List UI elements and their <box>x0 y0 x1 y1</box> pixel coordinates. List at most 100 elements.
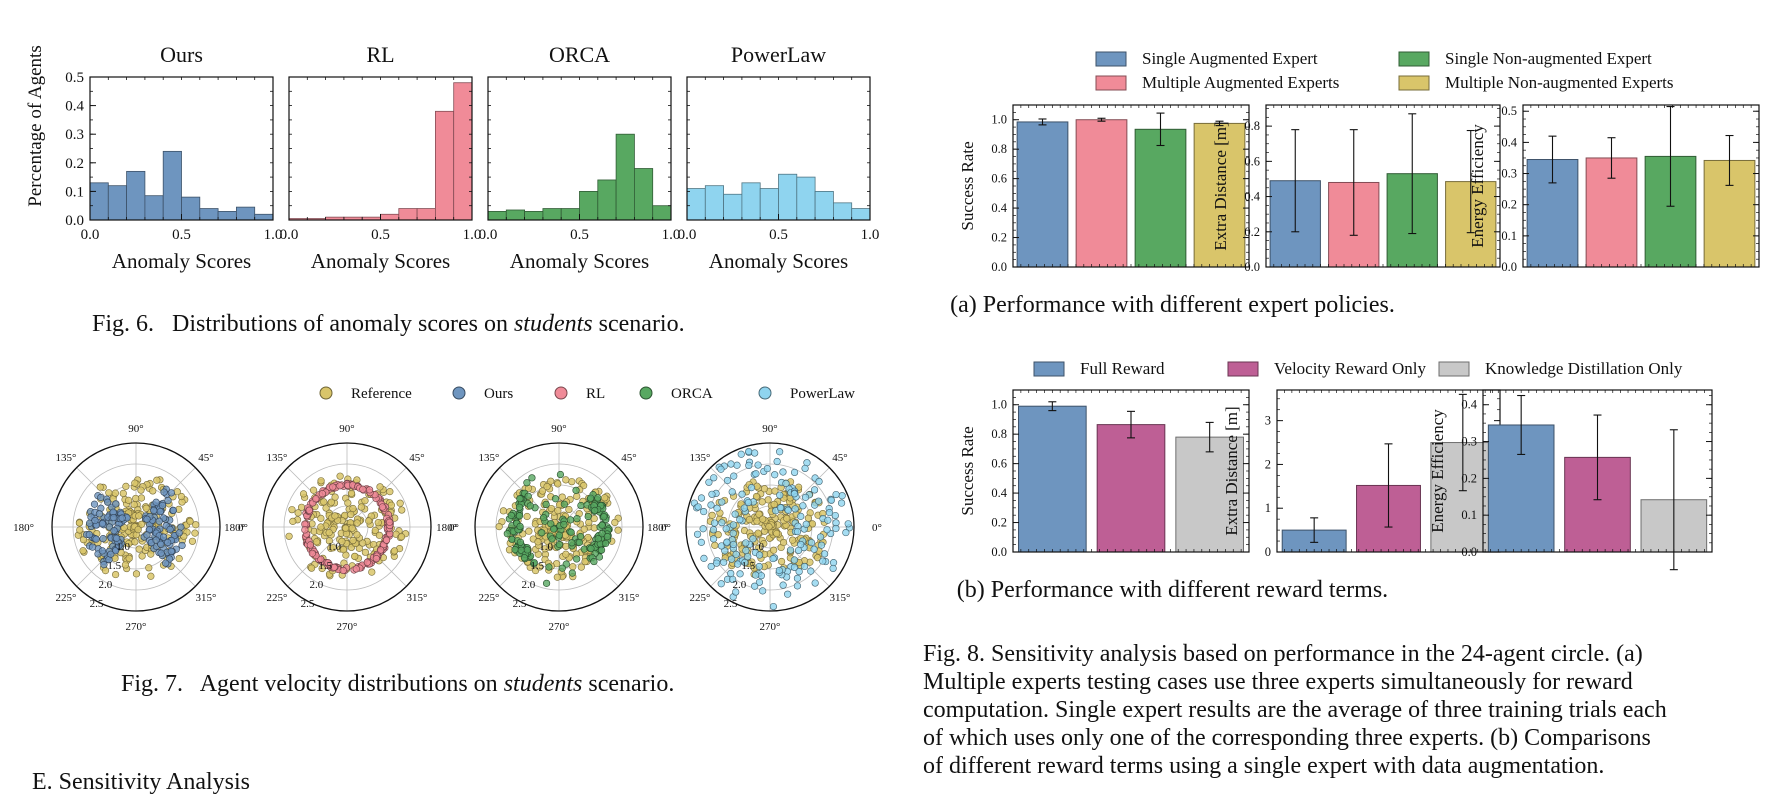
polar-angle-label: 135° <box>56 452 77 464</box>
method-point <box>88 543 97 551</box>
method-point <box>705 478 713 486</box>
histogram-xlabel: Anomaly Scores <box>112 249 251 273</box>
method-point <box>550 525 558 533</box>
reference-point <box>376 483 384 491</box>
method-point <box>555 540 564 549</box>
x-tick-label: 0.5 <box>172 227 191 243</box>
reference-point <box>153 476 161 484</box>
histogram-bar <box>487 211 507 221</box>
polar-angle-label: 270° <box>337 621 358 633</box>
method-point <box>738 490 746 498</box>
method-point <box>729 575 737 584</box>
bar <box>1016 121 1069 268</box>
fig8a-panel-1: 0.0 0.2 0.4 0.6 0.8 Extra Distance [m] <box>1211 104 1501 274</box>
polar-angle-label: 270° <box>760 621 781 633</box>
method-point <box>516 522 524 531</box>
reference-point <box>361 497 369 505</box>
polar-angle-label: 180° <box>647 522 668 534</box>
method-point <box>723 476 732 485</box>
method-point <box>523 546 531 554</box>
polar-angle-label: 45° <box>621 452 636 464</box>
fig6-caption-em: students <box>513 311 593 337</box>
reference-point <box>355 544 363 552</box>
method-point <box>755 551 764 559</box>
legend-marker-reference <box>319 386 333 400</box>
y-tick-label: 0.1 <box>65 184 84 200</box>
legend-swatch <box>1398 75 1430 91</box>
y-tick-label: 1.0 <box>991 398 1007 412</box>
polar-angle-label: 135° <box>267 452 288 464</box>
method-point <box>736 570 744 578</box>
fig6-caption: Fig. 6. Distributions of anomaly scores … <box>92 310 685 338</box>
polar-radius-label: 2.5 <box>301 598 315 610</box>
reference-point <box>112 570 120 579</box>
reference-point <box>96 483 104 491</box>
reference-point <box>773 529 781 538</box>
method-point <box>339 566 347 575</box>
reference-point <box>122 482 130 490</box>
histogram-xlabel: Anomaly Scores <box>709 249 848 273</box>
reference-point <box>329 544 337 552</box>
reference-point <box>396 499 404 507</box>
method-point <box>566 516 575 524</box>
histogram-bar <box>778 173 798 221</box>
reference-point <box>759 515 767 523</box>
reference-point <box>565 505 573 514</box>
reference-point <box>745 516 754 524</box>
polar-radius-label: 2.0 <box>99 579 113 591</box>
method-point <box>324 559 332 567</box>
reference-point <box>149 487 157 495</box>
polar-angle-label: 270° <box>126 621 147 633</box>
fig7-polar-plots: Reference Ours RL ORCA PowerLaw 90° 45° 0° 315° 2… <box>13 386 882 633</box>
y-tick-label: 0.1 <box>1501 229 1517 243</box>
method-point <box>791 505 799 513</box>
method-point <box>160 488 168 496</box>
polar-radius-label: 1.5 <box>530 560 544 572</box>
reference-point <box>387 501 395 509</box>
x-tick-label: 1.0 <box>463 227 482 243</box>
method-point <box>516 495 524 503</box>
method-point <box>769 602 778 611</box>
method-point <box>730 472 738 480</box>
y-tick-label: 0.0 <box>1244 260 1260 274</box>
method-point <box>720 558 728 566</box>
fig6-ylabel: Percentage of Agents <box>25 45 46 206</box>
method-point <box>697 494 706 502</box>
histogram-bar <box>144 195 164 221</box>
reference-point <box>554 480 562 488</box>
reference-point <box>137 486 145 494</box>
method-point <box>816 533 825 541</box>
polar-plot-rl: 90° 45° 0° 315° 270° 225° 180° 135° 1.0 1.5 2.0 2.5 <box>224 423 459 633</box>
method-point <box>737 450 745 458</box>
histogram-bar <box>704 185 724 221</box>
reference-point <box>771 487 779 495</box>
reference-point <box>186 517 194 525</box>
method-point <box>707 501 715 509</box>
reference-point <box>758 498 766 506</box>
method-point <box>329 483 337 491</box>
reference-point <box>585 518 593 527</box>
reference-point <box>386 488 394 496</box>
method-point <box>838 492 846 500</box>
panel-ylabel: Extra Distance [m] <box>1222 406 1241 535</box>
method-point <box>572 486 580 494</box>
method-point <box>829 564 837 573</box>
method-point <box>98 547 106 555</box>
reference-point <box>611 518 619 527</box>
histogram-bar <box>741 182 761 221</box>
reference-point <box>121 561 130 569</box>
reference-point <box>338 537 346 545</box>
method-point <box>729 529 737 537</box>
method-point <box>727 460 735 468</box>
method-point <box>782 479 790 488</box>
method-point <box>157 549 165 557</box>
histogram-bar <box>162 150 182 221</box>
x-tick-label: 0.0 <box>280 227 299 243</box>
method-point <box>755 562 763 571</box>
method-point <box>786 546 795 554</box>
legend-swatch <box>1398 51 1430 67</box>
reference-point <box>590 524 598 532</box>
reference-point <box>755 510 763 518</box>
method-point <box>807 538 816 547</box>
method-point <box>800 562 809 571</box>
